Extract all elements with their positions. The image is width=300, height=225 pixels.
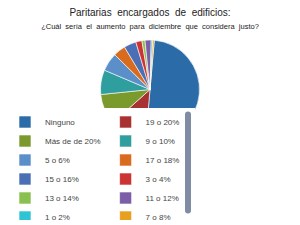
svg-text:Ninguno: Ninguno [45,118,75,127]
svg-text:Paritarias encargados de ed: Paritarias encargados de edificios:¿Cuál… [41,7,259,31]
svg-text:11 o 12%: 11 o 12% [146,194,179,203]
svg-text:17 o 18%: 17 o 18% [146,156,180,165]
svg-text:Más de de 20%: Más de de 20% [45,137,101,146]
svg-text:7 o 8%: 7 o 8% [146,213,171,220]
svg-text:13 o 14%: 13 o 14% [45,194,79,203]
svg-text:5 o 6%: 5 o 6% [45,156,70,165]
svg-text:1 o 2%: 1 o 2% [45,213,70,220]
svg-text:15 o 16%: 15 o 16% [45,175,79,184]
svg-text:19 o 20%: 19 o 20% [146,118,180,127]
svg-text:3 o 4%: 3 o 4% [146,175,171,184]
svg-text:9 o 10%: 9 o 10% [146,137,175,146]
